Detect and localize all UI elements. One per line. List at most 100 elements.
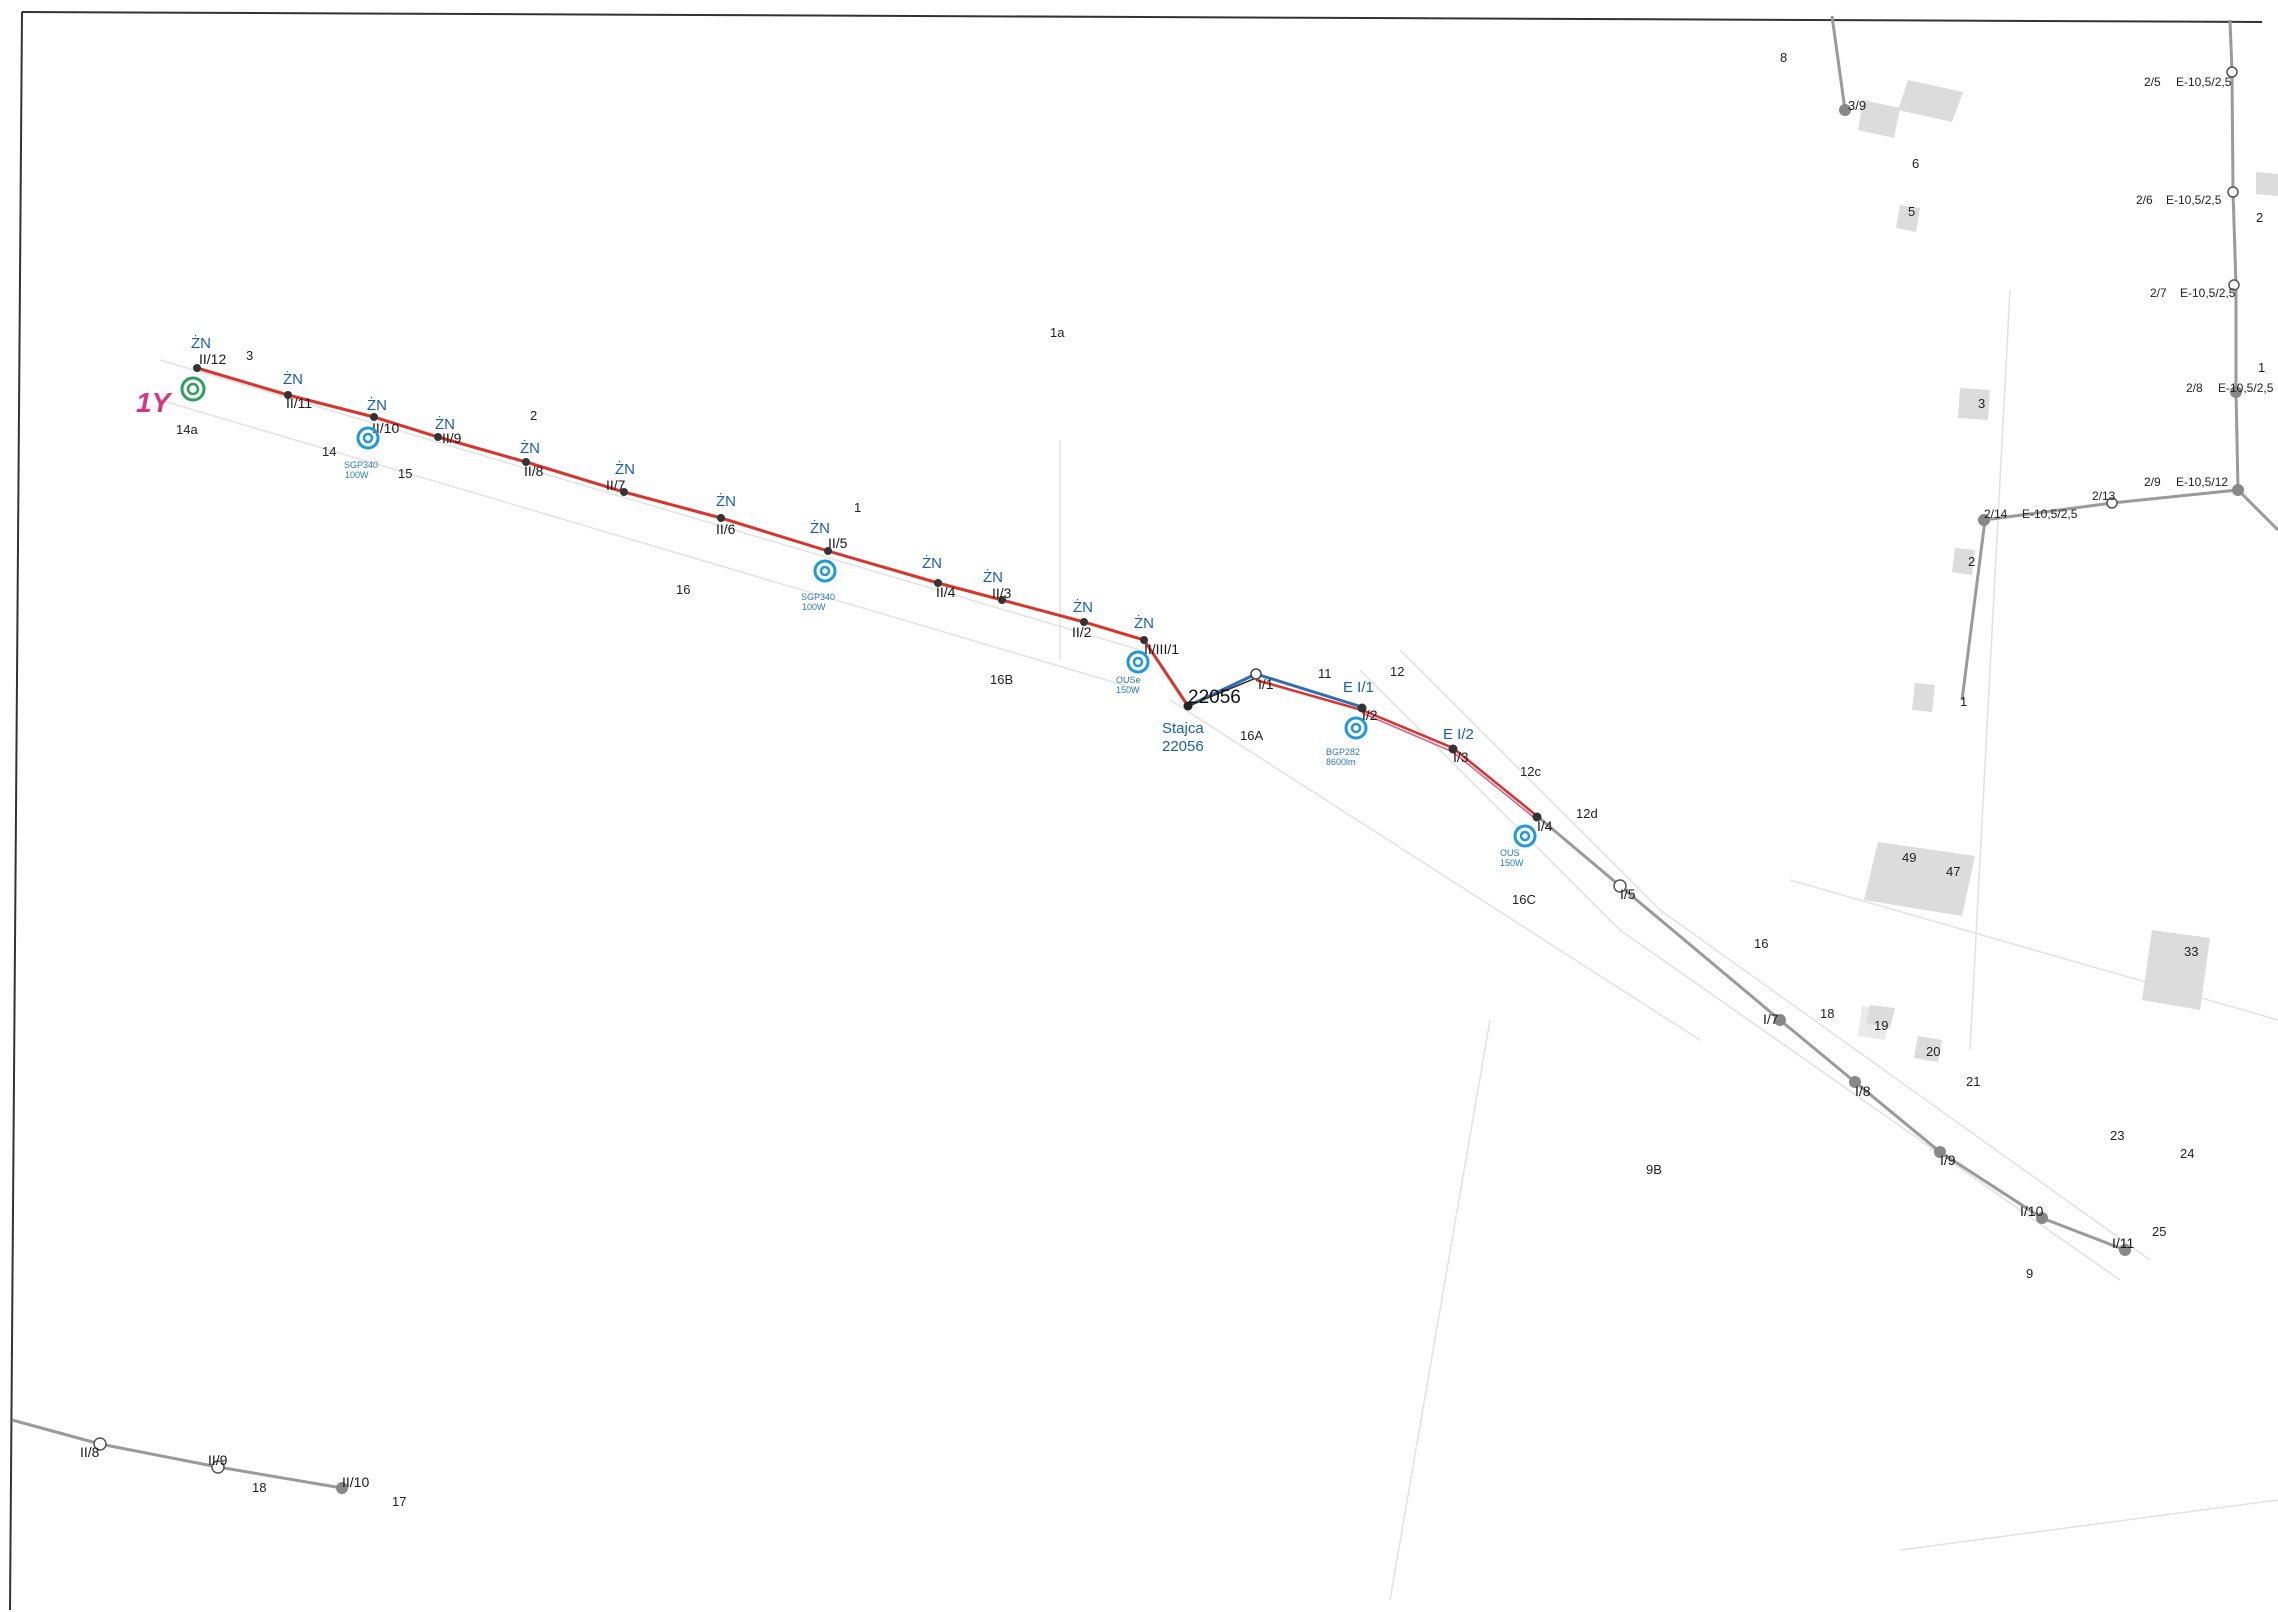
zn-label: ŻN bbox=[615, 460, 635, 478]
lamp-type: OUSe bbox=[1116, 675, 1141, 685]
pole-label: II/8 bbox=[524, 463, 544, 479]
pole-label: 2/9 bbox=[2144, 475, 2161, 489]
pole-marker bbox=[1613, 879, 1627, 893]
pole-marker bbox=[1080, 618, 1088, 626]
pole-marker bbox=[1774, 1014, 1786, 1026]
parcel-number: 16 bbox=[676, 582, 690, 597]
pole-marker bbox=[522, 458, 530, 466]
parcel-number: 12d bbox=[1576, 806, 1598, 821]
pole-marker bbox=[824, 547, 832, 555]
parcel-number: 2 bbox=[1968, 554, 1975, 569]
pole-label: 2/5 bbox=[2144, 75, 2161, 89]
pole-marker bbox=[284, 391, 292, 399]
lamp-symbol bbox=[1126, 650, 1150, 674]
parcel-number: 14a bbox=[176, 422, 198, 437]
pole-marker bbox=[1357, 703, 1367, 713]
pole-label: I/8 bbox=[1855, 1083, 1871, 1099]
pole-spec: E-10,5/2,5 bbox=[2166, 193, 2222, 207]
e-pole-label: E I/2 bbox=[1443, 726, 1474, 743]
pole-label: I/1 bbox=[1258, 676, 1274, 692]
parcel-number: 18 bbox=[1820, 1006, 1834, 1021]
existing-line-2 bbox=[1830, 15, 1847, 111]
parcel-number: 23 bbox=[2110, 1128, 2124, 1143]
pole-label: II/8 bbox=[80, 1444, 100, 1460]
parcel-number: 16C bbox=[1512, 892, 1536, 907]
parcel-number: 18 bbox=[252, 1480, 266, 1495]
pole-spec: E-10,5/12 bbox=[2176, 475, 2228, 489]
station-name: Stajca bbox=[1162, 720, 1204, 737]
pole-label: II/4 bbox=[936, 584, 956, 600]
parcel-number: 47 bbox=[1946, 864, 1960, 879]
circuit-ii-poles bbox=[193, 364, 1148, 644]
pole-label: II/9 bbox=[442, 430, 462, 446]
pole-label: II/10 bbox=[372, 420, 399, 436]
transformer-station: 22056 Stajca 22056 bbox=[1162, 687, 1241, 755]
pole-label: I/4 bbox=[1537, 818, 1553, 834]
parcel-number: 3 bbox=[246, 348, 253, 363]
lamp-type: OUS bbox=[1500, 848, 1520, 858]
pole-label: I/2 bbox=[1362, 707, 1378, 723]
pole-label: 2/8 bbox=[2186, 381, 2203, 395]
pole-spec: E-10,5/2,5 bbox=[2218, 381, 2274, 395]
pole-marker bbox=[717, 514, 725, 522]
parcel-number: 14 bbox=[322, 444, 336, 459]
e-pole-label: E I/1 bbox=[1343, 679, 1374, 696]
parcel-number: 33 bbox=[2184, 944, 2198, 959]
pole-marker bbox=[620, 488, 628, 496]
pole-marker bbox=[1250, 668, 1262, 680]
existing-line-2 bbox=[2228, 19, 2240, 491]
right-line-poles bbox=[1839, 66, 2244, 526]
pole-label: I/10 bbox=[2020, 1203, 2044, 1219]
lamp-symbol bbox=[1344, 716, 1368, 740]
parcel-number: 17 bbox=[392, 1494, 406, 1509]
zn-label: ŻN bbox=[922, 554, 942, 572]
pole-label: II/11 bbox=[286, 395, 312, 411]
zn-label: ŻN bbox=[1134, 614, 1154, 632]
pole-marker bbox=[434, 433, 442, 441]
pole-marker bbox=[2226, 66, 2238, 78]
parcel-number: 1 bbox=[854, 500, 861, 515]
existing-line-bottom bbox=[11, 1418, 343, 1490]
parcel-number: 16A bbox=[1240, 728, 1263, 743]
lamp-type: SGP340 bbox=[801, 592, 835, 602]
parcel-number: 21 bbox=[1966, 1074, 1980, 1089]
existing-line-2-branch bbox=[1983, 488, 2278, 532]
parcel-number: 16B bbox=[990, 672, 1013, 687]
circuit-ii-pole-labels: II/12 II/11 II/10 II/9 II/8 II/7 II/6 II… bbox=[199, 351, 1179, 657]
pole-marker bbox=[1849, 1076, 1861, 1088]
pole-marker bbox=[1839, 104, 1851, 116]
pole-label: I/7 bbox=[1763, 1011, 1779, 1027]
parcel-number: 25 bbox=[2152, 1224, 2166, 1239]
pole-marker bbox=[336, 1482, 348, 1494]
pole-label: I/9 bbox=[1940, 1152, 1956, 1168]
station-name-number: 22056 bbox=[1162, 738, 1204, 755]
e-labels: E I/1 E I/2 bbox=[1343, 679, 1474, 743]
circuit-i-poles bbox=[1250, 668, 2131, 1256]
parcel-number: 1a bbox=[1050, 325, 1065, 340]
pole-marker bbox=[2230, 386, 2242, 398]
pole-marker bbox=[1140, 636, 1148, 644]
pole-marker bbox=[934, 579, 942, 587]
zn-labels: ŻN ŻN ŻN ŻN ŻN ŻN ŻN ŻN ŻN ŻN ŻN ŻN bbox=[191, 334, 1154, 632]
parcel-number: 15 bbox=[398, 466, 412, 481]
parcel-number: 9 bbox=[2026, 1266, 2033, 1281]
pole-label: II/2 bbox=[1072, 624, 1092, 640]
parcel-number: 2 bbox=[2256, 210, 2263, 225]
pole-marker bbox=[2119, 1244, 2131, 1256]
zn-label: ŻN bbox=[810, 519, 830, 537]
lamp-power: 100W bbox=[345, 470, 369, 480]
station-number: 22056 bbox=[1188, 687, 1241, 708]
lamp-power: 150W bbox=[1116, 685, 1140, 695]
pole-marker bbox=[211, 1460, 225, 1474]
zn-label: ŻN bbox=[1073, 598, 1093, 616]
pole-marker bbox=[1532, 812, 1542, 822]
zn-label: ŻN bbox=[716, 492, 736, 510]
pole-label: II/10 bbox=[342, 1474, 369, 1490]
circuit-marker-label: 1Y bbox=[136, 387, 173, 418]
parcel-number: 20 bbox=[1926, 1044, 1940, 1059]
lamp-power: 8600lm bbox=[1326, 757, 1356, 767]
pole-marker bbox=[2232, 484, 2244, 496]
station-marker bbox=[1183, 701, 1193, 711]
pole-label: II/7 bbox=[606, 477, 626, 493]
